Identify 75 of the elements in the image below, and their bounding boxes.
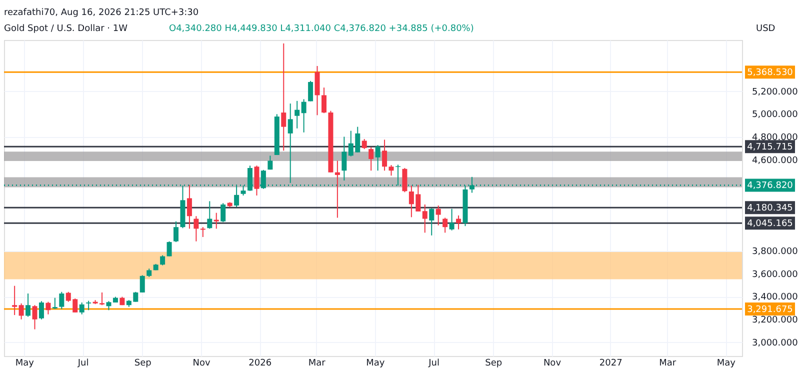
candlestick bbox=[79, 302, 84, 315]
candlestick bbox=[375, 144, 380, 172]
ref-line-label: 4,180.345 bbox=[747, 204, 793, 214]
candlestick bbox=[321, 87, 326, 114]
y-axis-title: USD bbox=[756, 24, 776, 34]
x-tick-label: May bbox=[716, 358, 736, 368]
y-tick-label: 3,800.000 bbox=[752, 247, 798, 258]
candlestick bbox=[268, 155, 273, 170]
candlestick bbox=[368, 146, 374, 172]
candlestick bbox=[429, 208, 434, 236]
ref-line-label: 4,376.820 bbox=[747, 181, 794, 192]
candlestick bbox=[342, 136, 347, 182]
y-tick-label: 3,600.000 bbox=[752, 270, 798, 280]
candlestick bbox=[52, 297, 58, 310]
x-tick-label: Sep bbox=[134, 358, 152, 368]
y-tick-label: 5,200.000 bbox=[752, 87, 798, 98]
candlestick bbox=[200, 226, 206, 238]
candlestick bbox=[160, 254, 166, 266]
candlestick bbox=[449, 208, 454, 231]
ref-line-label: 4,045.165 bbox=[747, 219, 793, 230]
candlestick bbox=[388, 164, 394, 176]
candlestick bbox=[46, 301, 51, 315]
candlestick bbox=[362, 138, 367, 150]
x-tick-label: Nov bbox=[192, 358, 211, 368]
chart-title: Gold Spot / U.S. Dollar · 1W bbox=[4, 24, 128, 34]
candlestick bbox=[402, 167, 408, 193]
candlestick bbox=[166, 240, 172, 257]
candlestick bbox=[382, 139, 388, 172]
y-tick-label: 4,600.000 bbox=[752, 156, 798, 166]
ref-line-label: 5,368.530 bbox=[747, 68, 794, 78]
candlestick bbox=[38, 300, 44, 320]
x-tick-label: May bbox=[15, 358, 35, 368]
candlestick bbox=[314, 66, 320, 116]
candlestick bbox=[59, 291, 64, 310]
candlestick bbox=[308, 80, 314, 102]
candlestick bbox=[194, 216, 199, 242]
candlestick bbox=[442, 217, 448, 234]
x-tick-label: 2027 bbox=[599, 358, 622, 368]
candlestick bbox=[294, 100, 300, 129]
x-tick-label: Jul bbox=[428, 358, 440, 368]
x-tick-label: Mar bbox=[659, 358, 676, 368]
candlestick bbox=[18, 302, 24, 320]
ref-line-label: 4,715.715 bbox=[747, 142, 793, 153]
x-tick-label: Jul bbox=[76, 358, 89, 368]
x-tick-label: May bbox=[366, 358, 386, 368]
candlestick bbox=[140, 274, 145, 293]
candlestick bbox=[281, 42, 286, 152]
x-tick-label: Nov bbox=[543, 358, 562, 368]
x-tick-label: Sep bbox=[485, 358, 502, 368]
candlestick bbox=[174, 220, 179, 243]
y-tick-label: 3,400.000 bbox=[752, 292, 798, 303]
candlestick bbox=[86, 300, 92, 311]
candlestick bbox=[334, 160, 340, 218]
x-tick-label: Mar bbox=[308, 358, 326, 368]
candlestick bbox=[12, 285, 18, 316]
candlestick bbox=[214, 212, 219, 230]
candlestick bbox=[288, 103, 293, 184]
y-tick-label: 3,200.000 bbox=[752, 315, 798, 326]
text: rezafathi70, Aug 16, 2026 21:25 UTC+3:30 bbox=[4, 8, 199, 18]
x-tick-label: 2026 bbox=[248, 358, 272, 368]
candlestick bbox=[301, 98, 306, 133]
y-tick-label: 3,000.000 bbox=[752, 338, 798, 348]
candlestick bbox=[254, 165, 260, 196]
candlestick bbox=[186, 184, 192, 230]
chart-subtitle: O4,340.280 H4,449.830 L4,311.040 C4,376.820 +34.885 (+0.80%) bbox=[169, 24, 474, 34]
candlestick bbox=[26, 292, 31, 318]
candlestick bbox=[106, 300, 112, 311]
candlestick bbox=[207, 200, 212, 230]
candlestick bbox=[456, 214, 462, 230]
candlestick bbox=[32, 304, 38, 330]
candlestick bbox=[422, 204, 428, 234]
candlestick bbox=[220, 202, 226, 223]
ref-line-label: 3,291.675 bbox=[747, 305, 793, 316]
candlestick bbox=[436, 205, 441, 226]
y-tick-label: 5,000.000 bbox=[752, 110, 798, 120]
